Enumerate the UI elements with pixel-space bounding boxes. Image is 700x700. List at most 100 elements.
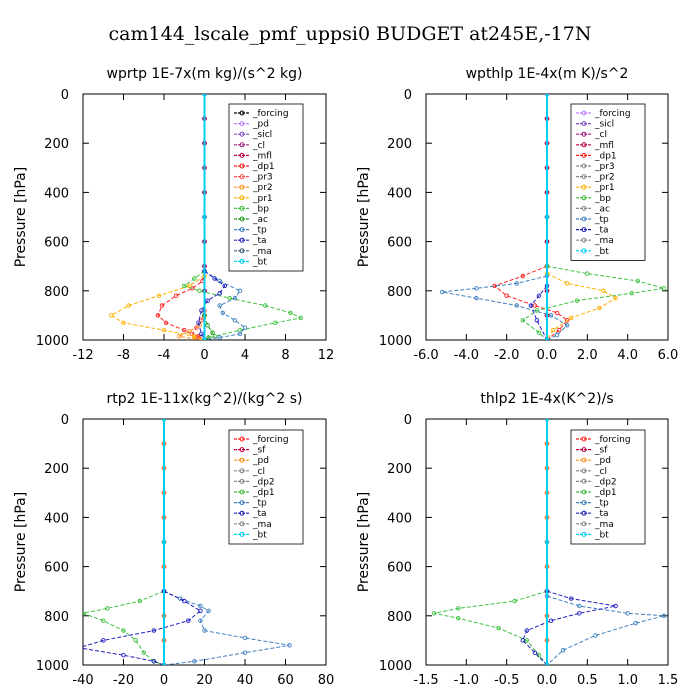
data-point [232,318,238,323]
legend-entry: _dp1 [252,488,275,498]
legend-marker [239,447,245,453]
x-tick-label: 12 [318,348,335,363]
data-point [181,598,187,604]
legend-marker [581,248,587,254]
data-point [544,214,550,220]
legend-marker [239,121,245,127]
data-point [202,337,207,340]
data-point [544,419,550,422]
legend-entry: _ac [594,204,610,214]
data-point [544,337,550,340]
data-point [176,334,182,339]
data-point [205,322,210,328]
legend-marker [581,521,587,527]
data-point [548,313,554,318]
data-point [177,596,183,601]
legend-marker [581,110,587,116]
chart-panels: wprtp 1E-7x(m kg)/(s^2 kg) Pressure [hPa]… [13,66,678,688]
legend-marker [239,457,245,463]
x-tick-label: -20 [113,673,134,688]
legend-entry: _ma [252,520,272,530]
y-tick-label: 400 [387,511,412,526]
legend-marker [581,142,587,148]
y-tick-label: 800 [44,610,69,625]
legend-marker [239,152,245,158]
data-point [156,293,162,298]
legend-entry: _ma [252,247,272,257]
data-point [577,611,582,616]
data-point [635,278,641,284]
x-tick-label: 4.0 [617,348,638,363]
legend-marker [581,489,587,495]
data-point [456,606,461,611]
legend-marker [239,110,245,116]
legend-entry: _bp [252,204,269,214]
data-point [210,330,215,335]
y-tick-label: 1000 [36,659,69,674]
data-point [212,276,217,281]
x-tick-label: -40 [72,673,93,688]
y-tick-label: 400 [387,186,412,201]
legend-entry: _pr2 [594,173,615,183]
data-point [534,318,540,323]
legend-marker [239,205,245,211]
data-point [504,293,509,298]
data-point [187,329,192,334]
data-point [192,659,197,664]
data-point [163,320,169,326]
y-tick-label: 600 [387,561,412,576]
legend-marker [581,500,587,506]
data-point [220,310,225,316]
legend-entry: _ta [252,236,267,246]
data-point [512,598,517,604]
legend-marker [239,195,245,201]
x-tick-label: -4.0 [454,348,479,363]
legend-entry: _bt [594,530,609,540]
data-point [197,322,202,328]
data-point [151,628,157,633]
series-group [83,419,292,665]
panel-4: thlp2 1E-4x(K^2)/s Pressure [hPa] -1.5 -1.0… [356,391,678,688]
data-point [205,298,210,303]
data-point [121,628,126,633]
legend-box [570,103,646,261]
data-point [196,320,201,326]
legend-marker [239,500,245,506]
data-point [242,325,248,330]
data-point [520,318,526,323]
x-tick-label: -1.0 [454,673,479,688]
x-tick-label: 0 [200,348,208,363]
legend-marker [239,521,245,527]
legend-entry: _pr3 [594,162,615,172]
y-tick-label: 0 [404,413,412,428]
legend-entry: _ta [252,509,267,519]
data-point [633,620,638,626]
data-point [83,611,86,616]
data-point [192,334,197,339]
data-point [554,310,560,316]
legend-marker [581,195,587,201]
legend-entry: _tp [594,499,609,509]
y-tick-label: 200 [387,137,412,152]
legend-entry: _dp1 [594,151,617,161]
legend-entry: _pr1 [594,183,615,193]
data-point [273,320,278,326]
legend-entry: _sf [252,446,266,456]
x-tick-label: 1.5 [658,673,679,688]
legend-entry: _sicl [252,130,272,140]
data-point [661,286,667,291]
data-point [237,288,243,294]
data-point [222,283,227,289]
data-point [202,214,207,220]
x-tick-label: 40 [237,673,254,688]
legend-entry: _cl [594,467,607,477]
data-point [288,310,293,316]
data-point [186,618,191,623]
legend-entry: _pr2 [252,183,273,193]
series-line [442,275,569,340]
data-point [544,662,550,665]
data-point [237,331,243,337]
legend-entry: _ac [252,215,268,225]
data-point [227,295,233,301]
data-point [439,289,445,295]
